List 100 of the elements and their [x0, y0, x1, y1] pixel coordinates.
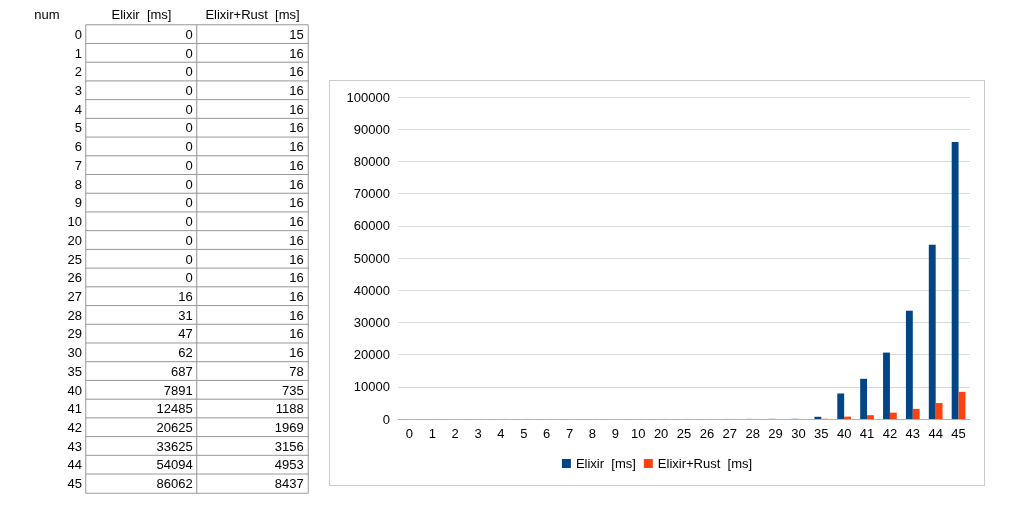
data-label: 16: [289, 45, 304, 61]
y-tick-label: 0: [74, 26, 82, 42]
data-label: 1969: [274, 419, 304, 435]
y-tick-label: 8: [74, 176, 82, 192]
x-tick-label: 1: [428, 426, 436, 441]
y-tick-label: 80000: [353, 153, 390, 169]
bar: [867, 415, 874, 419]
y-tick-label: 5: [74, 120, 82, 136]
y-tick-label: 4: [74, 101, 82, 117]
x-tick-label: 29: [768, 426, 783, 441]
data-label: 735: [282, 382, 304, 398]
data-label: 8437: [274, 476, 304, 492]
data-label: 16: [289, 101, 304, 117]
y-tick-label: 26: [67, 270, 82, 286]
data-label: 16: [289, 326, 304, 342]
y-tick-label: 10000: [353, 379, 390, 395]
data-label: 1188: [275, 401, 304, 417]
x-tick-label: 43: [905, 426, 921, 441]
y-tick-label: 100000: [346, 89, 390, 105]
data-label: 16: [289, 139, 304, 155]
data-label: 0: [185, 195, 193, 211]
data-label: 0: [185, 251, 193, 267]
x-tick-label: 27: [722, 426, 737, 441]
data-label: 16: [289, 270, 304, 286]
data-label: 7891: [163, 382, 193, 398]
y-tick-label: 70000: [353, 186, 390, 202]
data-label: 33625: [156, 438, 193, 454]
bar: [935, 403, 943, 419]
x-tick-label: 0: [405, 426, 414, 441]
y-tick-label: 44: [67, 457, 82, 473]
data-label: 0: [185, 176, 193, 192]
x-tick-label: 7: [565, 426, 574, 441]
bar: [837, 393, 845, 419]
y-tick-label: 30: [67, 345, 82, 361]
x-tick-label: 4: [497, 426, 505, 441]
y-tick-label: 20000: [353, 347, 390, 363]
x-tick-label: 25: [676, 426, 692, 441]
legend-label: Elixir+Rust [ms]: [657, 456, 753, 471]
x-tick-label: 6: [543, 426, 551, 441]
x-tick-label: 45: [951, 426, 966, 441]
data-label: 16: [178, 288, 193, 304]
x-tick-label: 10: [631, 426, 646, 441]
data-label: 86062: [156, 476, 193, 492]
data-label: 47: [178, 326, 193, 342]
data-label: 31: [178, 307, 193, 323]
data-label: 16: [289, 214, 304, 230]
data-label: 0: [185, 214, 193, 230]
y-tick-label: 30000: [353, 314, 390, 330]
bar: [928, 244, 936, 419]
y-tick-label: 40000: [353, 282, 390, 298]
bar: [860, 378, 868, 419]
data-label: 0: [185, 157, 193, 173]
data-label: 54094: [156, 457, 193, 473]
x-tick-label: 2: [451, 426, 459, 441]
y-tick-label: 40: [67, 382, 82, 398]
x-tick-label: 20: [653, 426, 669, 441]
data-label: 16: [289, 120, 304, 136]
y-tick-label: 3: [74, 83, 82, 99]
data-label: 3156: [274, 438, 304, 454]
y-tick-label: 0: [382, 411, 390, 427]
data-label: 16: [289, 176, 304, 192]
x-tick-label: 28: [745, 426, 760, 441]
data-label: 20625: [156, 419, 193, 435]
y-tick-label: 29: [67, 326, 82, 342]
data-label: 16: [289, 288, 304, 304]
data-label: 0: [185, 120, 193, 136]
y-tick-label: 7: [74, 157, 82, 173]
x-tick-label: 41: [859, 426, 875, 441]
data-label: 0: [185, 64, 193, 80]
data-label: 16: [289, 195, 304, 211]
y-tick-label: 20: [67, 232, 82, 248]
data-label: 16: [289, 157, 304, 173]
y-tick-label: 35: [67, 363, 82, 379]
data-label: 16: [289, 251, 304, 267]
data-label: 0: [185, 83, 193, 99]
y-tick-label: 60000: [353, 218, 390, 234]
x-tick-label: 42: [882, 426, 898, 441]
data-label: 78: [289, 363, 304, 379]
data-label: 62: [178, 345, 193, 361]
data-label: 12485: [156, 401, 193, 417]
y-tick-label: 90000: [353, 121, 390, 137]
x-tick-label: 30: [791, 426, 806, 441]
y-tick-label: 50000: [353, 250, 390, 266]
data-label: 16: [289, 307, 304, 323]
x-tick-label: 5: [520, 426, 528, 441]
y-tick-label: 6: [74, 139, 82, 155]
y-tick-label: 10: [67, 214, 82, 230]
x-tick-label: 3: [474, 426, 482, 441]
x-tick-label: 26: [699, 426, 715, 441]
bar: [951, 141, 959, 419]
y-tick-label: 27: [67, 288, 82, 304]
y-tick-label: 45: [67, 476, 82, 492]
x-tick-label: 8: [588, 426, 597, 441]
y-tick-label: 2: [74, 64, 82, 80]
data-label: 0: [185, 101, 193, 117]
data-label: 0: [185, 270, 193, 286]
y-tick-label: 9: [74, 195, 82, 211]
y-tick-label: 25: [67, 251, 82, 267]
bar: [814, 416, 822, 419]
y-tick-label: 28: [67, 307, 82, 323]
